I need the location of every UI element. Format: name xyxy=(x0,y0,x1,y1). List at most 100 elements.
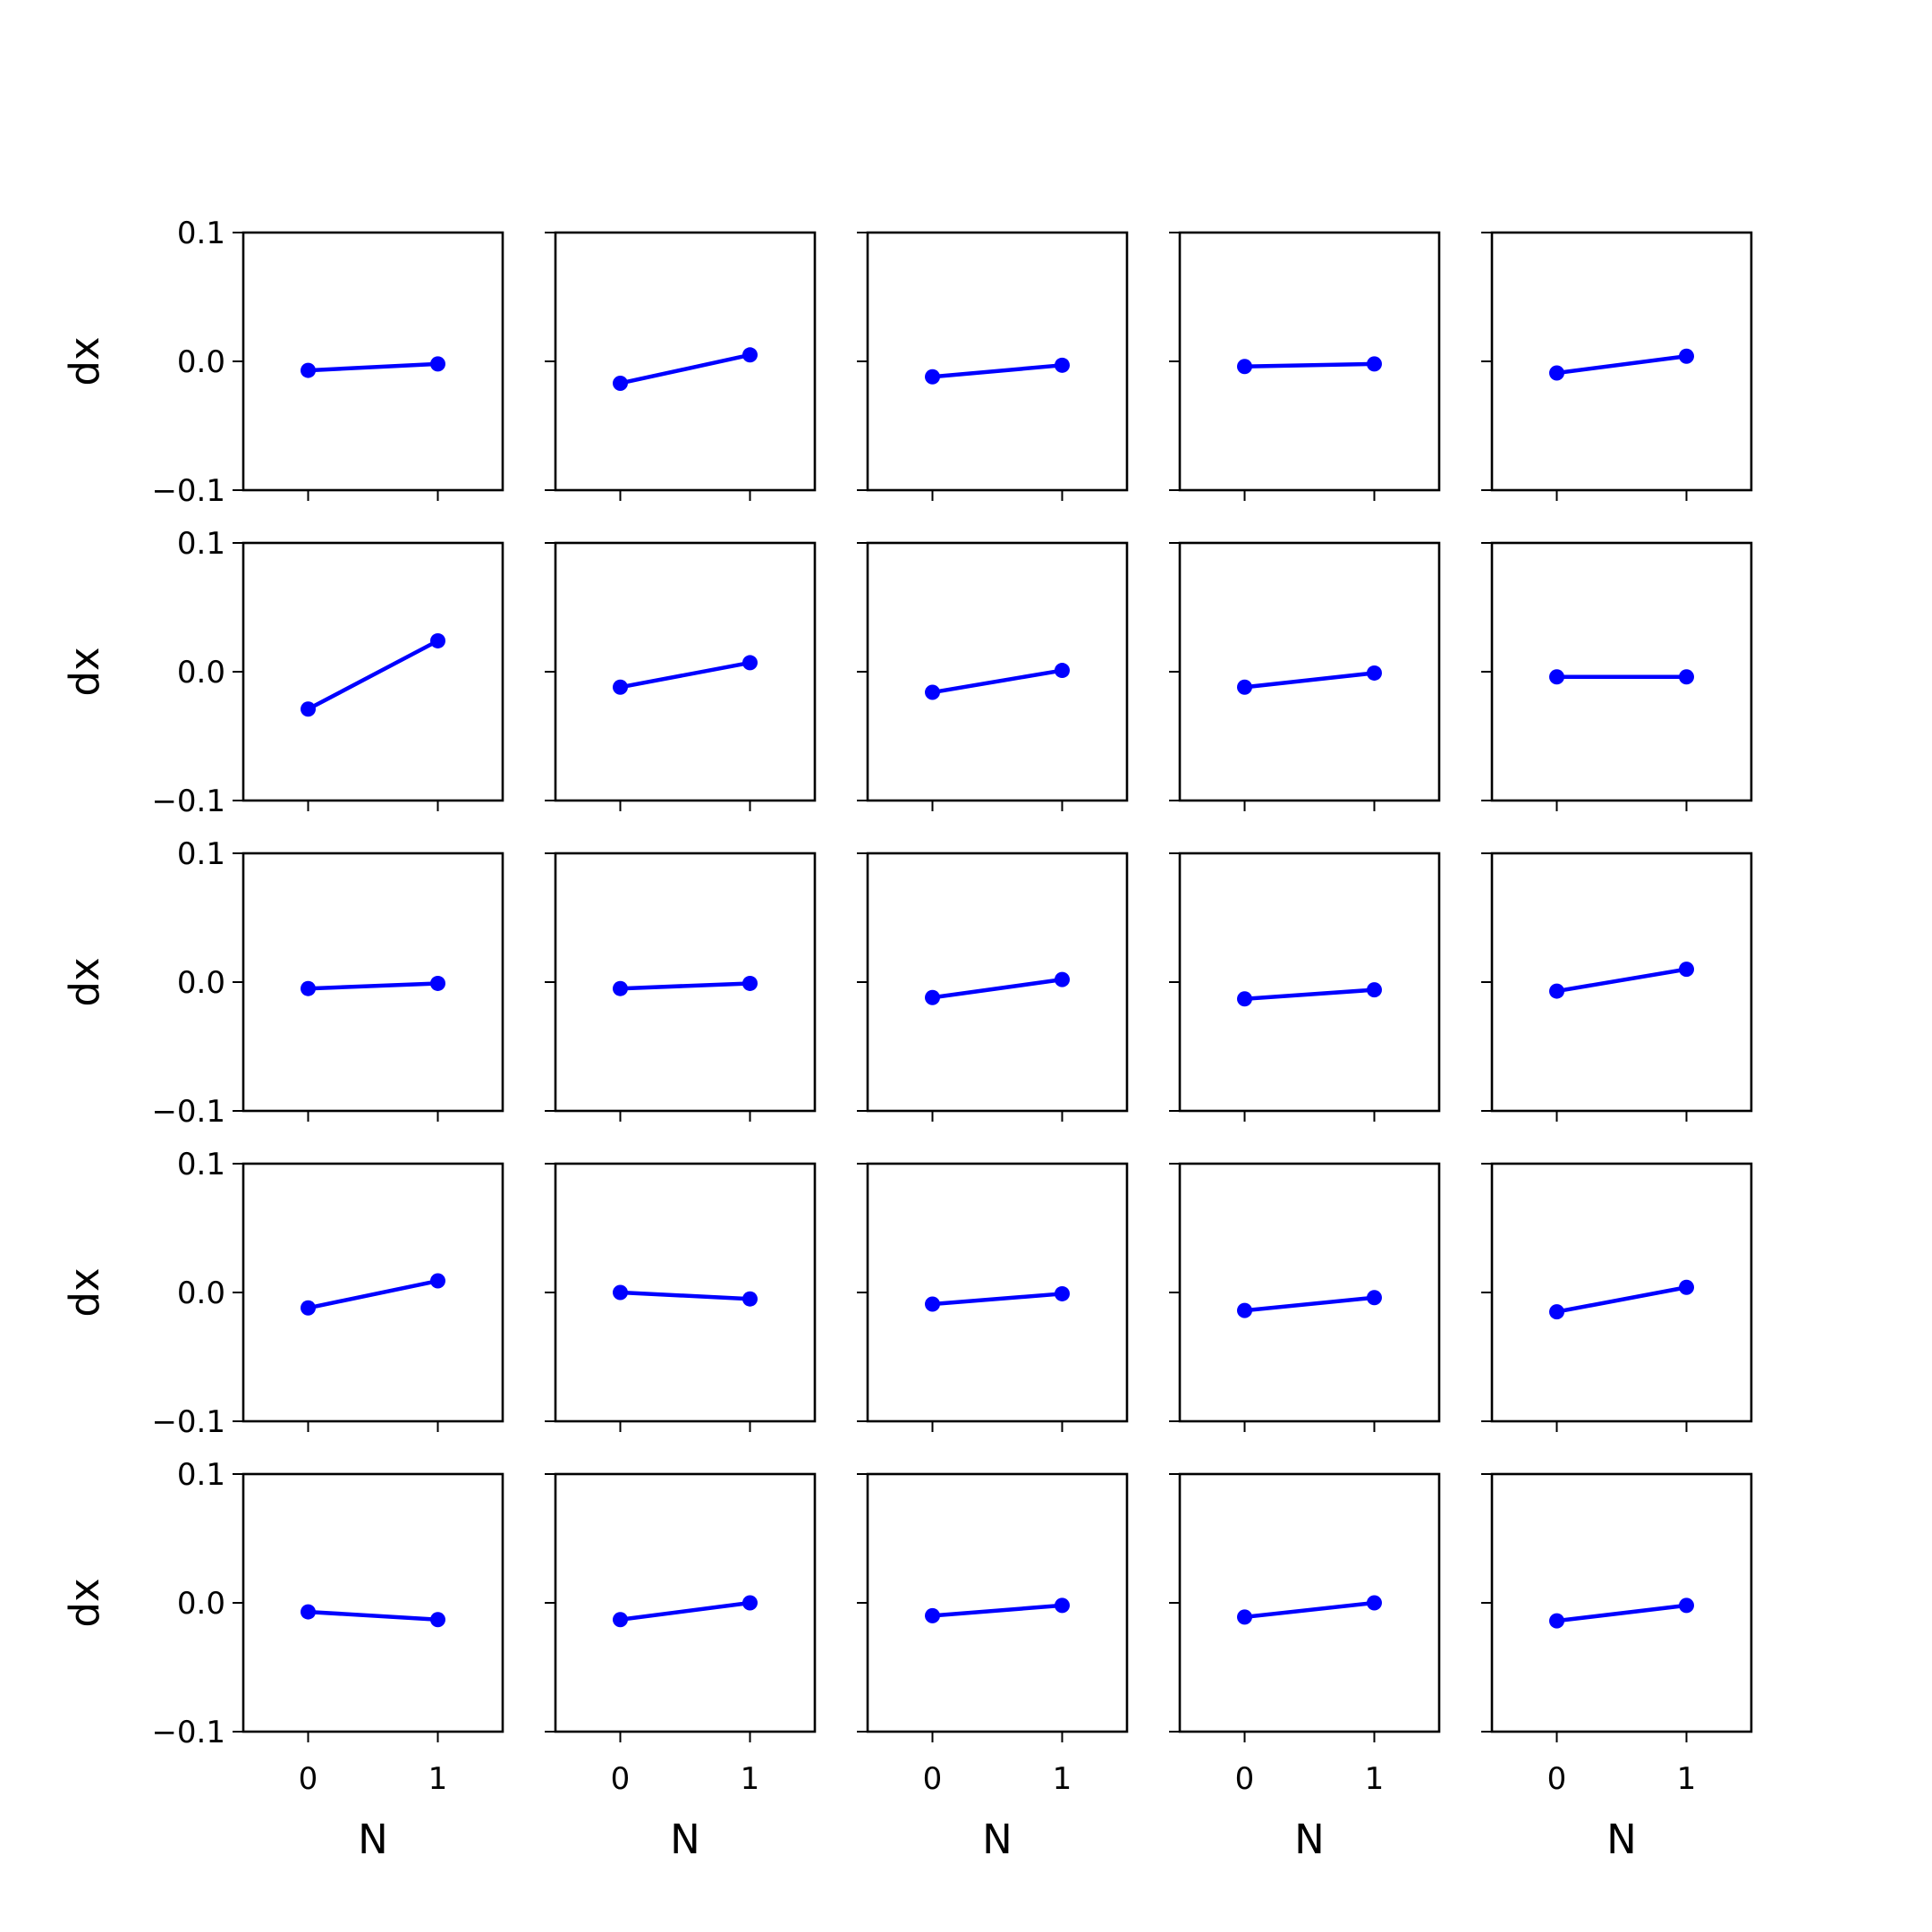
subplot-r4-c1: 0.1 0.0 −0.1 dx xyxy=(61,1147,504,1440)
series-line xyxy=(1556,967,1687,994)
subplot-r1-c3 xyxy=(857,231,1129,501)
data-point xyxy=(613,375,628,391)
x-axis-title: N xyxy=(1606,1816,1637,1863)
series-line xyxy=(1244,1295,1375,1313)
subplot-r1-c2 xyxy=(545,231,817,501)
data-point xyxy=(1549,365,1564,381)
data-point xyxy=(925,369,940,385)
y-tick-label: 0.1 xyxy=(177,1147,225,1182)
subplot-grid: 0.10.0−0.1dx0.10.0−0.1dx0.10.0−0.1dx0.10… xyxy=(61,216,1753,1863)
data-point xyxy=(1237,359,1252,375)
subplot-r2-c4 xyxy=(1169,541,1441,811)
series-line xyxy=(1556,1285,1687,1314)
data-point xyxy=(742,1595,758,1611)
x-tick-label: 0 xyxy=(299,1761,318,1797)
subplot-r1-c5 xyxy=(1481,231,1753,501)
data-point xyxy=(1549,669,1564,685)
series-line xyxy=(1244,361,1375,369)
x-tick-label: 1 xyxy=(741,1761,760,1797)
data-point xyxy=(1237,1609,1252,1625)
data-point xyxy=(1367,665,1382,681)
x-tick-label: 0 xyxy=(923,1761,943,1797)
y-tick-label: −0.1 xyxy=(151,1404,225,1440)
data-point xyxy=(301,980,316,996)
series-line xyxy=(932,977,1063,1000)
data-point xyxy=(430,356,445,372)
data-point xyxy=(925,1607,940,1623)
series-line xyxy=(1556,354,1687,376)
data-point xyxy=(1549,1304,1564,1320)
y-tick-label: 0.1 xyxy=(177,216,225,251)
y-tick-label: −0.1 xyxy=(151,473,225,509)
series-line xyxy=(1244,671,1375,690)
y-tick-label: −0.1 xyxy=(151,784,225,819)
subplot-r4-c3 xyxy=(857,1162,1129,1432)
data-point xyxy=(742,975,758,991)
data-point xyxy=(742,347,758,363)
series-line xyxy=(308,1609,438,1622)
series-line xyxy=(932,1603,1063,1618)
subplot-r5-c4: 0 1 N xyxy=(1169,1472,1441,1863)
data-point xyxy=(1367,982,1382,998)
data-point xyxy=(1367,1290,1382,1306)
series-line xyxy=(620,1600,750,1622)
x-tick-label: 0 xyxy=(1235,1761,1255,1797)
series-line xyxy=(620,352,750,386)
subplot-r5-c3: 0 1 N xyxy=(857,1472,1129,1863)
subplot-r4-c2 xyxy=(545,1162,817,1432)
x-tick-label: 1 xyxy=(1053,1761,1072,1797)
data-point xyxy=(1237,679,1252,695)
x-tick-label: 0 xyxy=(1547,1761,1567,1797)
data-point xyxy=(1679,962,1694,978)
subplot-r1-c4 xyxy=(1169,231,1441,501)
subplot-r3-c2 xyxy=(545,852,817,1122)
y-tick-label: 0.1 xyxy=(177,1457,225,1493)
series-line xyxy=(932,363,1063,379)
x-axis-title: N xyxy=(358,1816,388,1863)
y-tick-label: 0.0 xyxy=(177,1586,225,1622)
data-point xyxy=(430,1612,445,1628)
y-tick-label: 0.0 xyxy=(177,965,225,1001)
x-tick-label: 1 xyxy=(1365,1761,1385,1797)
data-point xyxy=(1055,971,1070,987)
data-point xyxy=(613,1612,628,1628)
data-point xyxy=(1367,1595,1382,1611)
data-point xyxy=(742,1291,758,1307)
y-tick-label: 0.1 xyxy=(177,526,225,562)
data-point xyxy=(1549,983,1564,999)
data-point xyxy=(1055,1285,1070,1301)
y-tick-label: 0.0 xyxy=(177,655,225,691)
series-line xyxy=(1244,1600,1375,1620)
series-line xyxy=(307,639,439,711)
x-axis-title: N xyxy=(670,1816,700,1863)
data-point xyxy=(1367,356,1382,372)
data-point xyxy=(925,989,940,1005)
data-point xyxy=(1055,1597,1070,1614)
series-line xyxy=(620,981,750,991)
subplot-r5-c2: 0 1 N xyxy=(545,1472,817,1863)
y-tick-label: −0.1 xyxy=(151,1094,225,1130)
data-point xyxy=(1679,1597,1694,1614)
x-tick-label: 1 xyxy=(1677,1761,1697,1797)
y-tick-label: 0.1 xyxy=(177,836,225,872)
data-point xyxy=(301,1604,316,1620)
y-tick-label: −0.1 xyxy=(151,1715,225,1750)
data-point xyxy=(1679,669,1694,685)
subplot-r4-c5 xyxy=(1481,1162,1753,1432)
subplot-r2-c5 xyxy=(1481,541,1753,811)
series-line xyxy=(932,1292,1063,1307)
x-tick-label: 0 xyxy=(611,1761,631,1797)
data-point xyxy=(925,684,940,700)
data-point xyxy=(613,980,628,996)
data-point xyxy=(1679,348,1694,364)
data-point xyxy=(613,1284,628,1301)
subplot-r3-c4 xyxy=(1169,852,1441,1122)
series-line xyxy=(1556,1603,1687,1623)
series-line xyxy=(308,361,438,373)
series-line xyxy=(620,660,750,690)
subplot-r4-c4 xyxy=(1169,1162,1441,1432)
subplot-r5-c1: 0.1 0.0 −0.1 0 1 Ndx xyxy=(61,1457,504,1863)
data-point xyxy=(430,1273,445,1289)
data-point xyxy=(1237,1302,1252,1318)
